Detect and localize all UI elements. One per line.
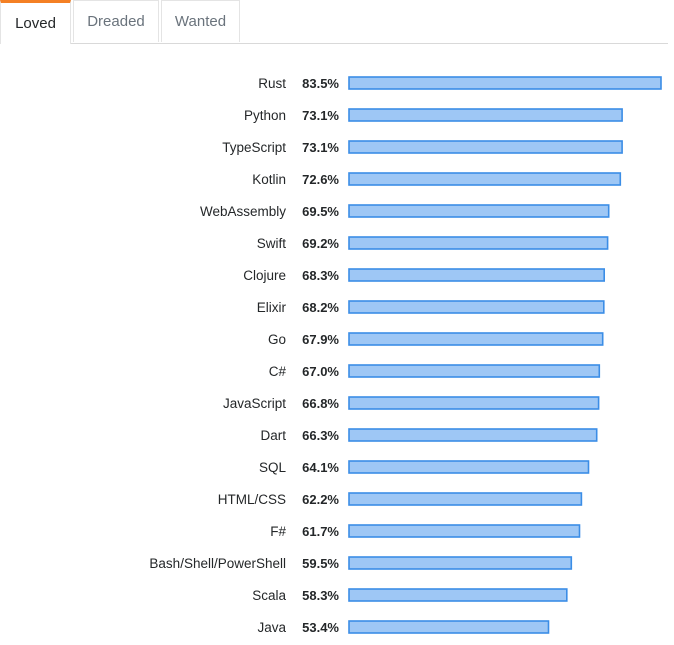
category-label: Kotlin [252, 172, 286, 187]
tab-bar: Loved Dreaded Wanted [0, 0, 668, 44]
value-label: 66.8% [302, 396, 339, 411]
bar [348, 332, 604, 346]
value-label: 53.4% [302, 620, 339, 635]
value-label: 67.0% [302, 364, 339, 379]
tab-dreaded-label: Dreaded [87, 13, 145, 30]
bar [348, 428, 598, 442]
bar-row-typescript: TypeScript 73.1% [222, 140, 623, 155]
tab-loved[interactable]: Loved [0, 0, 71, 44]
value-label: 69.5% [302, 204, 339, 219]
bar-row-kotlin: Kotlin 72.6% [252, 172, 622, 187]
bar-row-go: Go 67.9% [268, 332, 604, 347]
category-label: C# [269, 364, 287, 379]
category-label: Swift [257, 236, 287, 251]
bar-row-clojure: Clojure 68.3% [243, 268, 605, 283]
value-label: 61.7% [302, 524, 339, 539]
value-label: 62.2% [302, 492, 339, 507]
bar-row-swift: Swift 69.2% [257, 236, 609, 251]
category-label: Elixir [257, 300, 287, 315]
bar-row-f: F# 61.7% [270, 524, 581, 539]
value-label: 68.2% [302, 300, 339, 315]
bar-row-rust: Rust 83.5% [258, 76, 662, 91]
bar-row-python: Python 73.1% [244, 108, 623, 123]
bar [348, 460, 590, 474]
value-label: 73.1% [302, 140, 339, 155]
value-label: 73.1% [302, 108, 339, 123]
category-label: TypeScript [222, 140, 286, 155]
bar-row-scala: Scala 58.3% [252, 588, 568, 603]
category-label: WebAssembly [200, 204, 286, 219]
bar [348, 108, 623, 122]
tab-dreaded[interactable]: Dreaded [73, 0, 159, 42]
bar-row-html-css: HTML/CSS 62.2% [218, 492, 583, 507]
bar [348, 172, 622, 186]
tab-wanted-label: Wanted [174, 13, 227, 30]
category-label: SQL [259, 460, 287, 475]
bar-row-sql: SQL 64.1% [259, 460, 590, 475]
value-label: 67.9% [302, 332, 339, 347]
value-label: 83.5% [302, 76, 339, 91]
category-label: Scala [252, 588, 286, 603]
bar [348, 76, 662, 90]
bar [348, 204, 610, 218]
category-label: Dart [260, 428, 286, 443]
tab-wanted[interactable]: Wanted [161, 0, 240, 42]
category-label: Bash/Shell/PowerShell [149, 556, 286, 571]
bar-row-javascript: JavaScript 66.8% [223, 396, 600, 411]
bar-row-java: Java 53.4% [257, 620, 550, 635]
bar [348, 236, 609, 250]
category-label: Python [244, 108, 286, 123]
bar [348, 396, 600, 410]
bar [348, 588, 568, 602]
bar [348, 524, 581, 538]
category-label: Go [268, 332, 286, 347]
category-label: Rust [258, 76, 286, 91]
bar [348, 620, 550, 634]
value-label: 66.3% [302, 428, 339, 443]
bar [348, 492, 583, 506]
bar [348, 364, 601, 378]
bar-row-webassembly: WebAssembly 69.5% [200, 204, 610, 219]
value-label: 59.5% [302, 556, 339, 571]
value-label: 69.2% [302, 236, 339, 251]
bar [348, 556, 573, 570]
bar-row-c: C# 67.0% [269, 364, 601, 379]
value-label: 72.6% [302, 172, 339, 187]
value-label: 68.3% [302, 268, 339, 283]
value-label: 64.1% [302, 460, 339, 475]
tab-loved-label: Loved [15, 15, 56, 32]
category-label: Java [257, 620, 286, 635]
bar-row-elixir: Elixir 68.2% [257, 300, 605, 315]
bar [348, 140, 623, 154]
category-label: HTML/CSS [218, 492, 286, 507]
value-label: 58.3% [302, 588, 339, 603]
category-label: F# [270, 524, 286, 539]
category-label: Clojure [243, 268, 286, 283]
bar [348, 268, 605, 282]
bar-row-dart: Dart 66.3% [260, 428, 598, 443]
bar [348, 300, 605, 314]
bar-row-bash-shell-powershell: Bash/Shell/PowerShell 59.5% [149, 556, 573, 571]
category-label: JavaScript [223, 396, 286, 411]
